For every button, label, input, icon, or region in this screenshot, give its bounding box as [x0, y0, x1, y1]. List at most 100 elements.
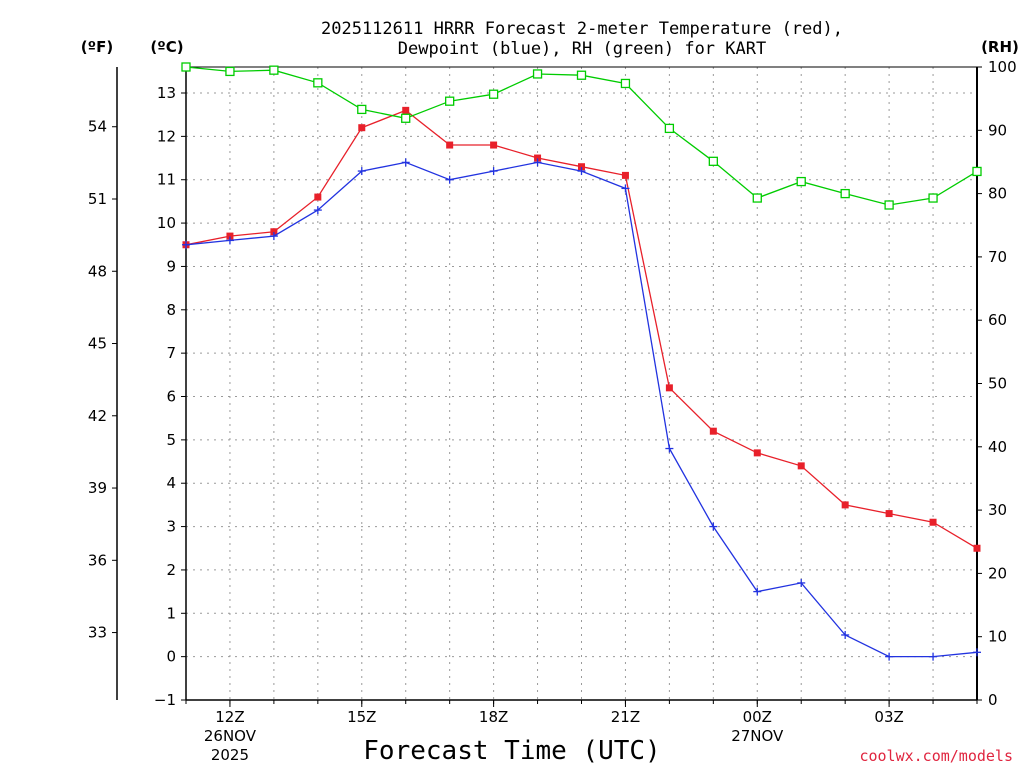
rh-point — [928, 193, 938, 203]
rh-tick-label: 90 — [988, 121, 1007, 139]
celsius-tick-label: 7 — [166, 344, 176, 362]
rh-point — [796, 176, 806, 187]
rh-point — [664, 123, 675, 134]
dewpoint-point — [929, 652, 938, 661]
temperature-point — [270, 228, 278, 236]
fahrenheit-tick-label: 36 — [88, 551, 107, 569]
rh-tick-label: 80 — [988, 185, 1007, 203]
dewpoint-point — [665, 444, 674, 453]
dewpoint-point — [973, 648, 981, 657]
dewpoint-point — [885, 652, 894, 661]
rh-tick-label: 40 — [988, 438, 1007, 456]
temperature-point — [446, 141, 454, 149]
temperature-point — [490, 141, 498, 149]
dewpoint-point — [533, 158, 542, 167]
temperature-point — [402, 106, 410, 114]
rh-tick-label: 100 — [988, 58, 1017, 76]
rh-point — [225, 66, 235, 77]
celsius-tick-label: 10 — [157, 214, 176, 232]
rh-point — [576, 70, 587, 80]
rh-point — [488, 89, 499, 99]
rh-tick-label: 0 — [988, 691, 998, 709]
temperature-point — [973, 544, 981, 552]
dewpoint-point — [797, 578, 806, 587]
temperature-point — [358, 124, 366, 132]
temperature-point — [753, 449, 761, 457]
rh-point — [401, 113, 411, 123]
celsius-tick-label: 5 — [166, 431, 176, 449]
temperature-point — [226, 232, 234, 240]
tick-labels: −101234567891011121333363942454851540102… — [88, 58, 1017, 764]
rh-tick-label: 20 — [988, 564, 1007, 582]
temperature-point — [665, 384, 673, 392]
celsius-tick-label: 1 — [166, 604, 176, 622]
rh-point — [181, 62, 191, 72]
dewpoint-point — [182, 240, 190, 249]
fahrenheit-tick-label: 51 — [88, 190, 107, 208]
fahrenheit-tick-label: 48 — [88, 262, 107, 280]
celsius-tick-label: 9 — [166, 257, 176, 275]
fahrenheit-tick-label: 42 — [88, 407, 107, 425]
dewpoint-point — [577, 167, 586, 176]
temperature-point — [578, 163, 585, 171]
rh-tick-label: 10 — [988, 628, 1007, 646]
celsius-tick-label: 8 — [166, 301, 176, 319]
temperature-point — [709, 427, 717, 435]
chart-title-line2: Dewpoint (blue), RH (green) for KART — [398, 39, 766, 59]
dewpoint-point — [841, 630, 850, 639]
rh-point — [884, 200, 894, 210]
fahrenheit-axis-unit: (ºF) — [81, 38, 113, 56]
celsius-axis-unit: (ºC) — [150, 38, 183, 56]
credit-link[interactable]: coolwx.com/models — [859, 747, 1013, 765]
fahrenheit-tick-label: 54 — [88, 118, 107, 136]
dewpoint-point — [269, 232, 278, 241]
celsius-tick-label: 12 — [157, 127, 176, 145]
temperature-point — [929, 518, 937, 526]
series-rh — [181, 62, 982, 210]
fahrenheit-tick-label: 45 — [88, 335, 107, 353]
rh-point — [752, 193, 762, 203]
rh-point — [313, 78, 323, 88]
rh-point — [620, 78, 631, 89]
temperature-point — [841, 501, 849, 509]
rh-tick-label: 50 — [988, 375, 1007, 393]
dewpoint-point — [357, 167, 366, 176]
x-tick-date-label: 27NOV — [731, 727, 784, 745]
x-axis-title: Forecast Time (UTC) — [363, 736, 660, 766]
rh-point — [269, 65, 279, 75]
dewpoint-point — [401, 158, 410, 167]
rh-tick-label: 30 — [988, 501, 1007, 519]
temperature-point — [314, 193, 322, 201]
celsius-tick-label: 2 — [166, 561, 176, 579]
rh-tick-label: 70 — [988, 248, 1007, 266]
celsius-tick-label: 11 — [157, 171, 176, 189]
rh-point — [708, 156, 718, 166]
dewpoint-point — [313, 206, 322, 215]
x-tick-label: 12Z — [215, 708, 244, 726]
x-tick-date-label: 26NOV — [204, 727, 257, 745]
x-tick-label: 18Z — [479, 708, 508, 726]
rh-point — [445, 96, 455, 106]
x-tick-label: 03Z — [874, 708, 903, 726]
rh-point — [840, 188, 850, 199]
series-temperature — [182, 106, 981, 552]
dewpoint-point — [489, 167, 498, 176]
temperature-point — [621, 171, 629, 179]
celsius-tick-label: 13 — [157, 84, 176, 102]
series-dewpoint — [182, 158, 981, 661]
temperature-point — [885, 510, 893, 518]
fahrenheit-tick-label: 39 — [88, 479, 107, 497]
data-series — [181, 62, 982, 661]
fahrenheit-tick-label: 33 — [88, 624, 107, 642]
x-tick-year-label: 2025 — [211, 746, 249, 764]
dewpoint-point — [753, 587, 762, 596]
temperature-point — [534, 154, 542, 162]
dewpoint-point — [621, 184, 630, 193]
rh-point — [972, 166, 982, 177]
temperature-point — [797, 462, 805, 470]
dewpoint-point — [709, 522, 718, 531]
rh-point — [357, 104, 367, 115]
rh-axis-unit: (RH) — [981, 38, 1019, 56]
